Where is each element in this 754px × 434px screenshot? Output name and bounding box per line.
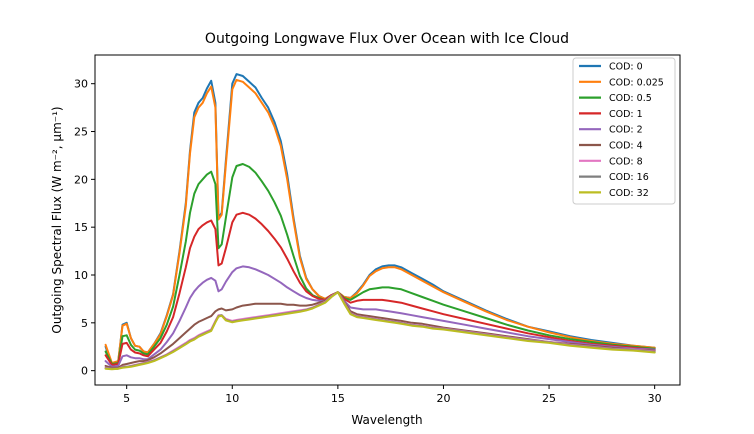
y-tick-label: 30	[74, 78, 88, 91]
x-tick-label: 10	[225, 392, 239, 405]
legend-label-4: COD: 2	[609, 125, 643, 136]
series-line-2	[104, 163, 656, 365]
axes-frame	[94, 54, 681, 386]
legend-label-2: COD: 0.5	[609, 93, 652, 104]
y-tick-label: 25	[74, 126, 88, 139]
x-tick-label: 15	[331, 392, 345, 405]
legend-label-6: COD: 8	[609, 156, 643, 167]
legend: COD: 0 COD: 0.025 COD: 0.5 COD: 1 COD: 2 COD:…	[572, 57, 676, 205]
x-axis: 5 10 15 20 25 30	[123, 385, 662, 405]
x-axis-label: Wavelength	[351, 413, 422, 427]
series-line-5	[104, 291, 656, 369]
y-tick-label: 0	[81, 365, 88, 378]
series-line-1	[104, 78, 656, 364]
chart-title: Outgoing Longwave Flux Over Ocean with I…	[205, 31, 569, 47]
y-tick-label: 5	[81, 317, 88, 330]
legend-box	[572, 57, 676, 205]
y-axis: 0 5 10 15 20 25 30	[74, 78, 95, 378]
x-tick-label: 25	[542, 392, 556, 405]
series-line-4	[104, 265, 656, 368]
x-tick-label: 30	[648, 392, 662, 405]
legend-label-1: COD: 0.025	[609, 77, 664, 88]
legend-label-5: COD: 4	[609, 141, 643, 152]
y-tick-label: 15	[74, 221, 88, 234]
legend-label-7: COD: 16	[609, 172, 649, 183]
x-tick-label: 5	[123, 392, 130, 405]
y-tick-label: 20	[74, 173, 88, 186]
y-tick-label: 10	[74, 269, 88, 282]
y-axis-label: Outgoing Spectral Flux (W m⁻², μm⁻¹)	[50, 106, 64, 333]
legend-label-3: COD: 1	[609, 109, 643, 120]
series-line-3	[104, 211, 656, 366]
legend-label-0: COD: 0	[609, 62, 643, 73]
plot-area	[104, 73, 656, 371]
series-line-8	[104, 291, 656, 371]
legend-label-8: COD: 32	[609, 188, 649, 199]
x-tick-label: 20	[436, 392, 450, 405]
